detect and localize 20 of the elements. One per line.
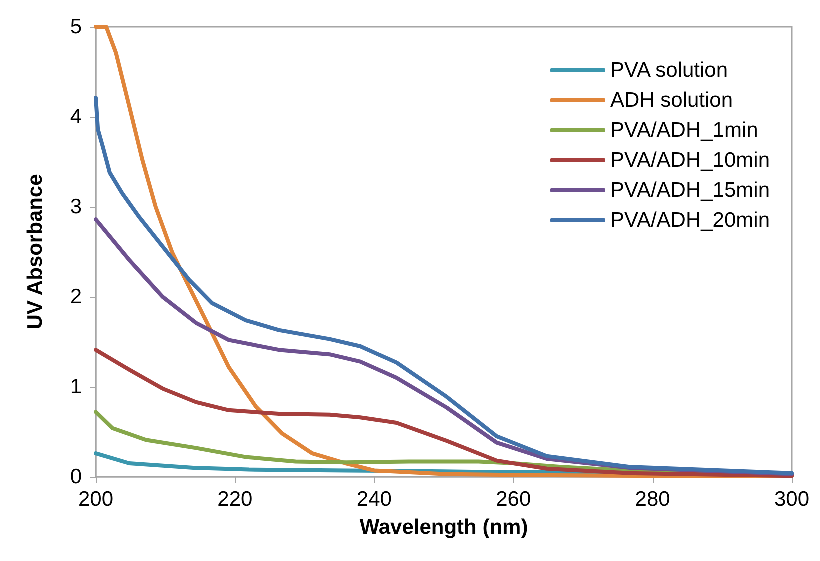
- y-tick-label: 4: [70, 106, 82, 128]
- legend-label: PVA/ADH_1min: [610, 119, 758, 142]
- x-tick-label: 280: [635, 488, 670, 511]
- legend-label: PVA/ADH_10min: [610, 149, 770, 172]
- x-tick-label: 240: [356, 488, 392, 511]
- y-tick-label: 1: [70, 376, 82, 398]
- y-tick-label: 5: [70, 16, 82, 38]
- legend-label: PVA/ADH_20min: [610, 209, 770, 232]
- y-tick-label: 3: [70, 196, 82, 218]
- x-tick-label: 220: [218, 488, 253, 511]
- y-tick-label: 2: [70, 286, 82, 308]
- legend-label: PVA/ADH_15min: [610, 179, 770, 202]
- legend-label: PVA solution: [610, 59, 728, 82]
- y-axis-title: UV Absorbance: [24, 174, 47, 330]
- y-tick-label: 0: [70, 466, 82, 488]
- legend-label: ADH solution: [610, 89, 734, 112]
- x-tick-label: 200: [78, 488, 114, 511]
- x-axis-title: Wavelength (nm): [360, 516, 528, 539]
- x-tick-label: 300: [774, 488, 810, 511]
- x-tick-label: 260: [496, 488, 532, 511]
